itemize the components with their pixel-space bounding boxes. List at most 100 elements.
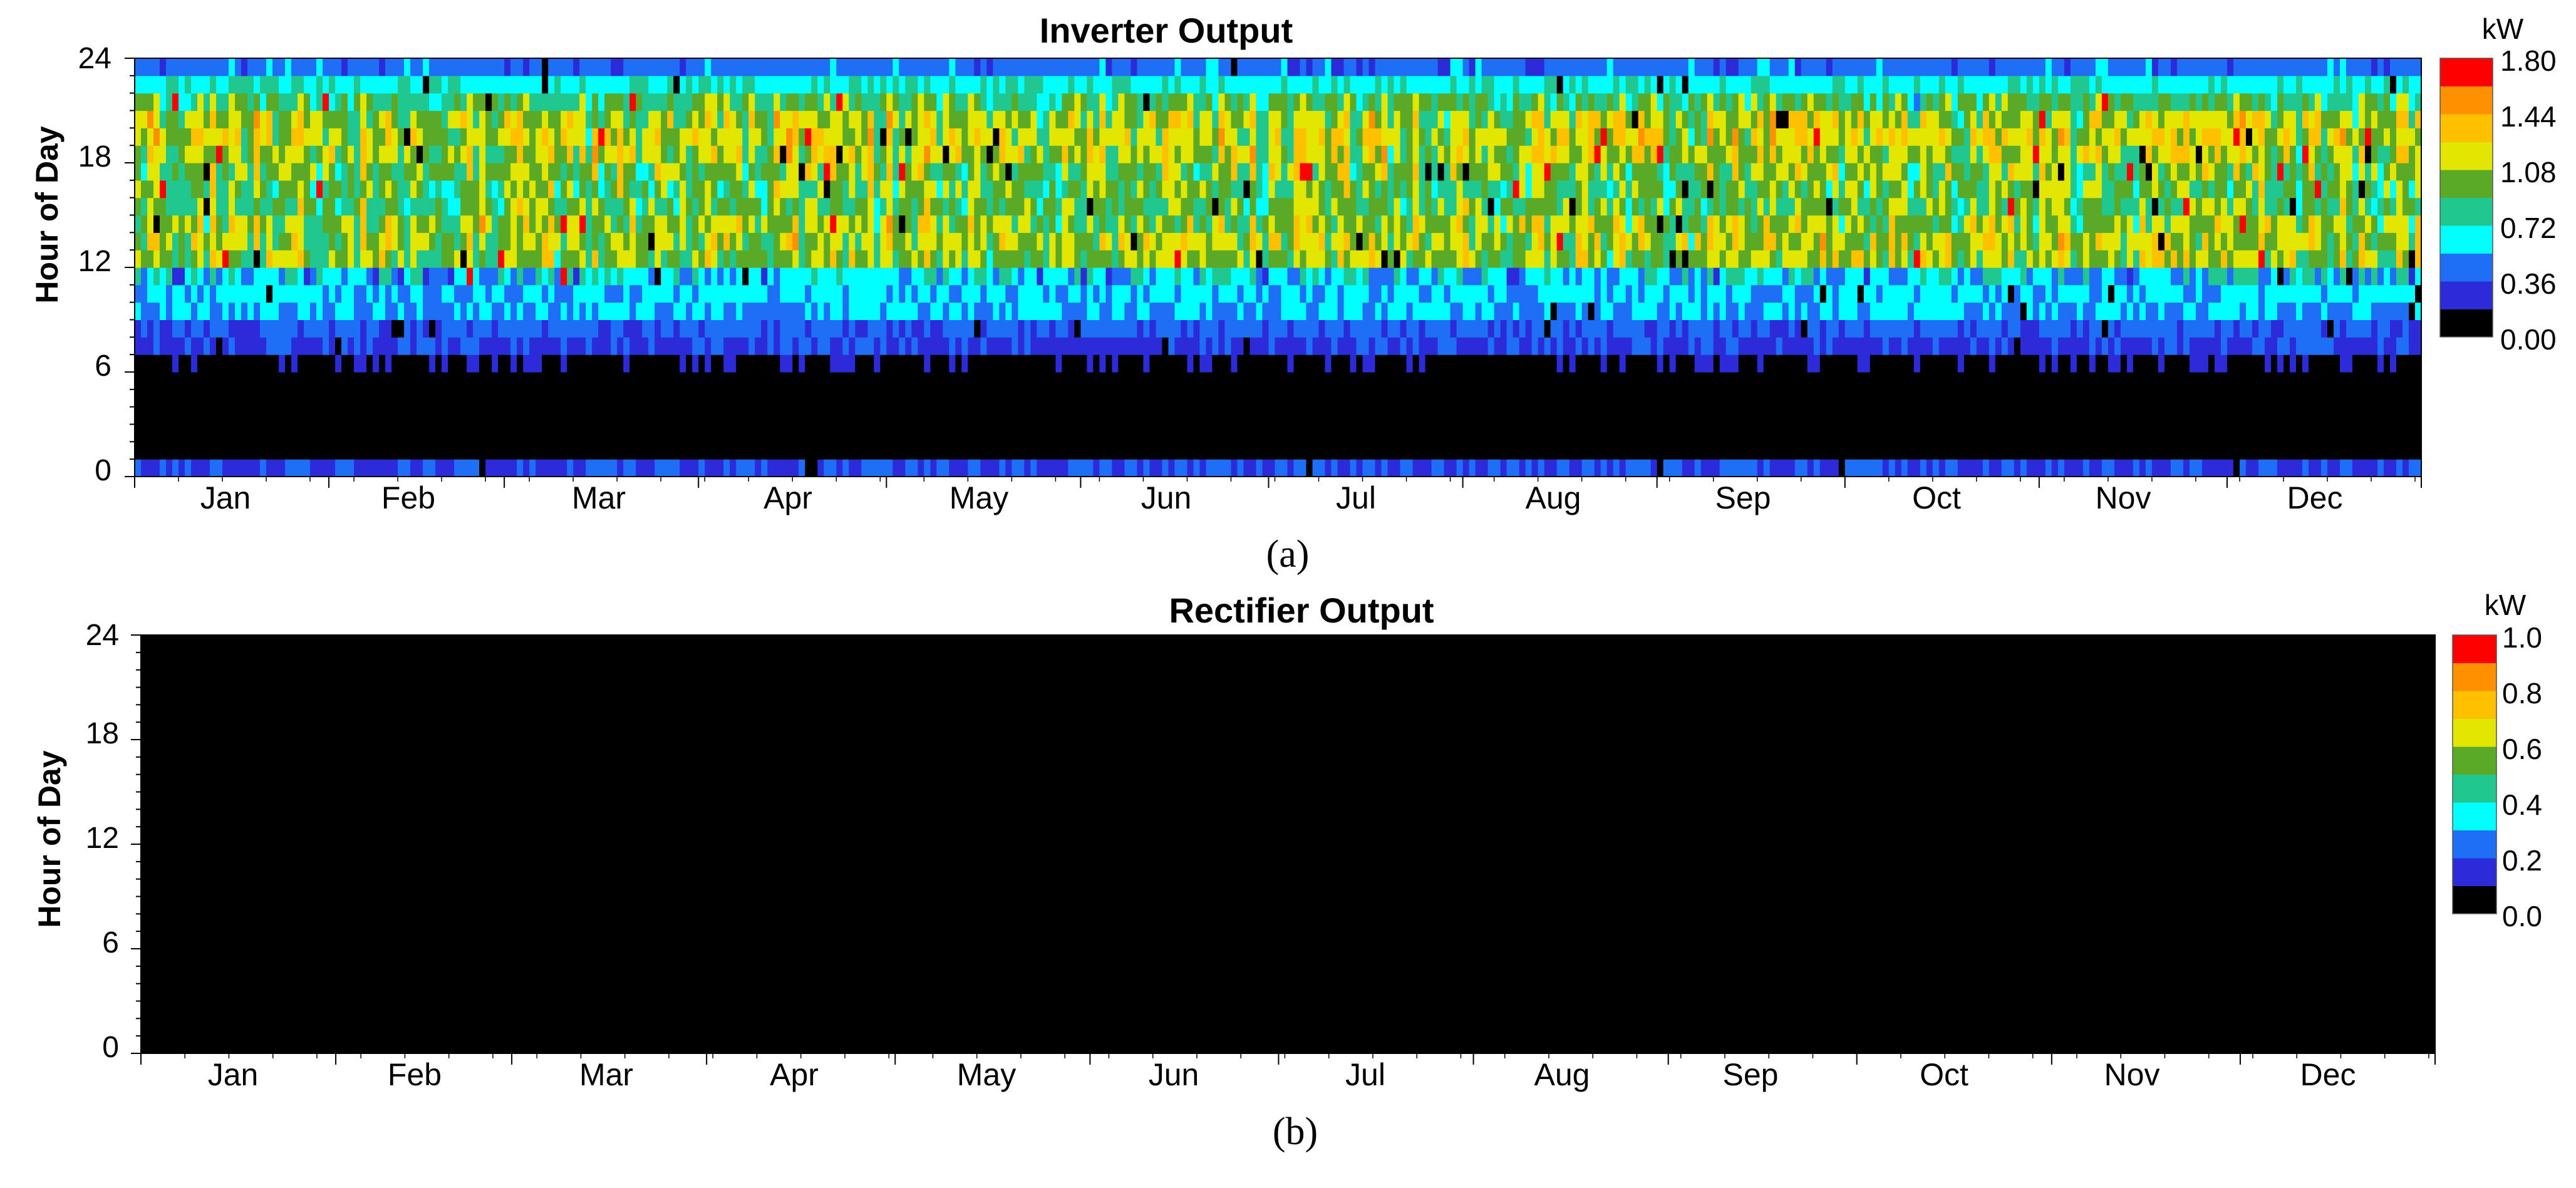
- inverter-heatmap-cell: [385, 372, 392, 390]
- inverter-heatmap-cell: [166, 302, 173, 321]
- inverter-heatmap-cell: [1400, 459, 1407, 477]
- inverter-heatmap-cell: [1062, 75, 1069, 94]
- inverter-heatmap-cell: [554, 424, 561, 442]
- inverter-heatmap-cell: [304, 406, 311, 425]
- inverter-heatmap-cell: [892, 215, 899, 233]
- inverter-heatmap-cell: [304, 372, 311, 390]
- inverter-heatmap-cell: [861, 197, 868, 216]
- inverter-heatmap-cell: [166, 128, 173, 146]
- inverter-heatmap-cell: [1362, 232, 1370, 251]
- inverter-heatmap-cell: [1074, 302, 1082, 321]
- inverter-heatmap-cell: [1375, 180, 1382, 199]
- inverter-heatmap-cell: [398, 389, 405, 408]
- inverter-heatmap-cell: [1300, 406, 1307, 425]
- inverter-heatmap-cell: [1199, 250, 1207, 268]
- inverter-heatmap-cell: [1368, 197, 1376, 216]
- inverter-heatmap-cell: [1337, 284, 1345, 303]
- inverter-heatmap-cell: [736, 389, 743, 408]
- inverter-heatmap-cell: [341, 459, 348, 477]
- inverter-heatmap-cell: [993, 319, 1000, 338]
- inverter-heatmap-cell: [172, 267, 179, 286]
- inverter-heatmap-cell: [943, 58, 949, 76]
- inverter-heatmap-cell: [861, 267, 868, 286]
- inverter-heatmap-cell: [1112, 128, 1119, 146]
- inverter-heatmap-cell: [254, 93, 261, 111]
- inverter-heatmap-cell: [673, 302, 680, 321]
- inverter-heatmap-cell: [617, 459, 624, 477]
- inverter-heatmap-cell: [554, 302, 561, 321]
- inverter-heatmap-cell: [442, 284, 448, 303]
- inverter-heatmap-cell: [1093, 319, 1100, 338]
- inverter-heatmap-cell: [1375, 337, 1382, 355]
- inverter-heatmap-cell: [648, 110, 655, 128]
- inverter-heatmap-cell: [830, 372, 837, 390]
- inverter-heatmap-cell: [586, 197, 592, 216]
- inverter-heatmap-cell: [178, 58, 185, 76]
- inverter-heatmap-cell: [1318, 424, 1326, 442]
- inverter-heatmap-cell: [986, 267, 993, 286]
- inverter-heatmap-cell: [548, 319, 555, 338]
- inverter-heatmap-cell: [579, 424, 586, 442]
- inverter-heatmap-cell: [986, 128, 993, 146]
- inverter-heatmap-cell: [1218, 197, 1226, 216]
- inverter-heatmap-cell: [1130, 406, 1138, 425]
- inverter-heatmap-cell: [423, 372, 430, 390]
- inverter-heatmap-cell: [817, 389, 824, 408]
- inverter-heatmap-cell: [535, 389, 542, 408]
- inverter-heatmap-cell: [498, 459, 505, 477]
- inverter-heatmap-cell: [1412, 75, 1420, 94]
- inverter-heatmap-cell: [986, 215, 993, 233]
- inverter-heatmap-cell: [654, 93, 661, 111]
- inverter-heatmap-cell: [930, 180, 937, 199]
- inverter-heatmap-cell: [955, 232, 962, 251]
- inverter-heatmap-cell: [1425, 180, 1432, 199]
- inverter-heatmap-cell: [1218, 250, 1226, 268]
- inverter-heatmap-cell: [1412, 406, 1420, 425]
- inverter-heatmap-cell: [867, 197, 874, 216]
- inverter-heatmap-cell: [285, 424, 292, 442]
- inverter-heatmap-cell: [705, 354, 711, 373]
- inverter-heatmap-cell: [579, 250, 586, 268]
- inverter-heatmap-cell: [723, 93, 730, 111]
- inverter-heatmap-cell: [711, 354, 718, 373]
- inverter-heatmap-cell: [492, 75, 499, 94]
- inverter-heatmap-cell: [999, 197, 1006, 216]
- inverter-heatmap-cell: [1419, 459, 1426, 477]
- inverter-heatmap-cell: [592, 128, 599, 146]
- inverter-heatmap-cell: [498, 442, 505, 460]
- inverter-heatmap-cell: [1231, 128, 1238, 146]
- inverter-heatmap-cell: [1287, 180, 1295, 199]
- inverter-heatmap-cell: [1249, 232, 1257, 251]
- inverter-heatmap-cell: [911, 267, 918, 286]
- inverter-heatmap-cell: [485, 442, 492, 460]
- inverter-heatmap-cell: [1212, 75, 1219, 94]
- inverter-heatmap-cell: [604, 284, 611, 303]
- inverter-heatmap-cell: [416, 215, 423, 233]
- inverter-heatmap-cell: [886, 319, 893, 338]
- inverter-heatmap-cell: [1193, 442, 1201, 460]
- inverter-heatmap-cell: [1105, 459, 1113, 477]
- inverter-heatmap-cell: [673, 459, 680, 477]
- inverter-heatmap-cell: [1256, 75, 1263, 94]
- inverter-heatmap-cell: [442, 128, 448, 146]
- inverter-heatmap-cell: [692, 372, 699, 390]
- inverter-heatmap-cell: [473, 180, 480, 199]
- inverter-heatmap-cell: [936, 442, 943, 460]
- inverter-heatmap-cell: [855, 163, 862, 181]
- inverter-heatmap-cell: [980, 337, 987, 355]
- inverter-heatmap-cell: [836, 250, 843, 268]
- inverter-heatmap-cell: [830, 215, 837, 233]
- inverter-heatmap-cell: [1400, 250, 1407, 268]
- inverter-heatmap-cell: [542, 250, 549, 268]
- inverter-heatmap-cell: [1343, 267, 1351, 286]
- inverter-heatmap-cell: [535, 145, 542, 163]
- inverter-heatmap-cell: [454, 250, 461, 268]
- inverter-heatmap-cell: [911, 284, 918, 303]
- inverter-heatmap-cell: [498, 232, 505, 251]
- inverter-heatmap-cell: [767, 180, 774, 199]
- inverter-heatmap-cell: [899, 406, 906, 425]
- inverter-heatmap-cell: [786, 319, 793, 338]
- inverter-heatmap-cell: [999, 215, 1006, 233]
- inverter-heatmap-cell: [1394, 110, 1401, 128]
